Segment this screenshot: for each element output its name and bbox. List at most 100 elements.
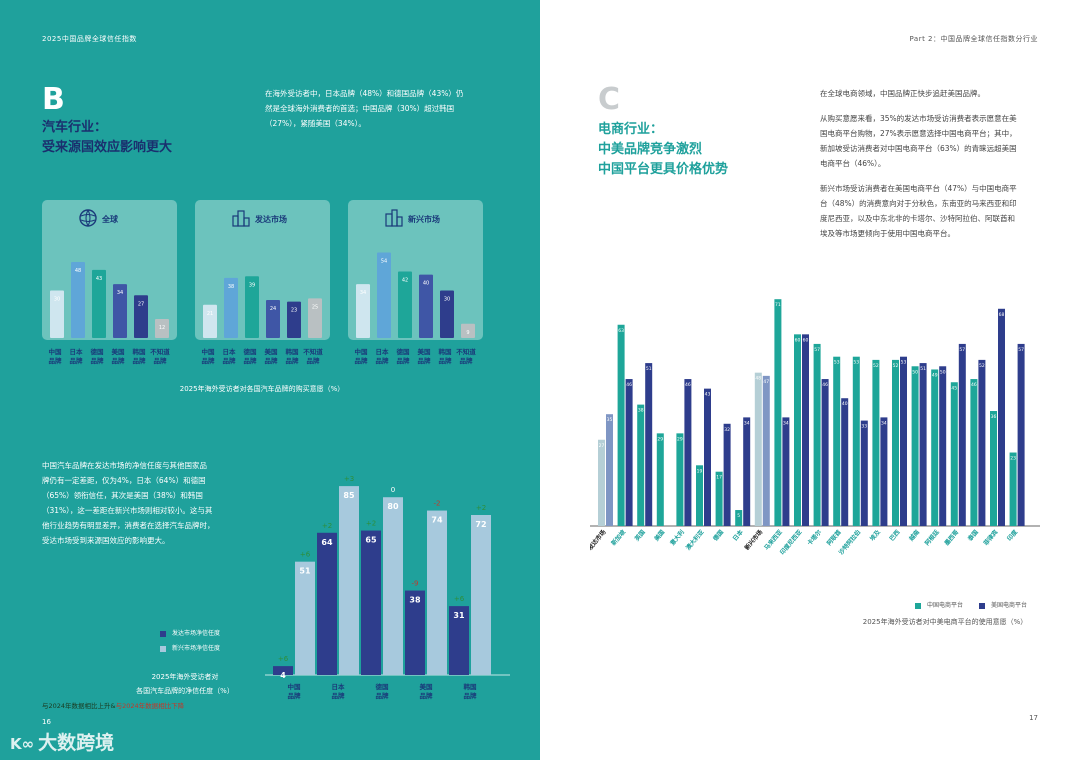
ecommerce-bar	[841, 398, 849, 526]
ecommerce-bar-label: 52	[873, 363, 879, 369]
card-bar-label: 54	[381, 259, 387, 265]
city-icon	[385, 209, 403, 227]
net-trust-change-label: +6	[300, 551, 311, 559]
ecommerce-bar-label: 38	[638, 408, 644, 414]
card-bar-label: 27	[138, 301, 144, 307]
legend-swatch	[160, 645, 166, 652]
ecommerce-bar-label: 52	[893, 363, 899, 369]
net-trust-bar	[449, 606, 469, 675]
ecommerce-bar	[656, 433, 664, 526]
ecommerce-bar	[958, 343, 966, 526]
card-category-label: 日本 品牌	[375, 348, 389, 365]
card-emerging: 新兴市场 34 54 42 40 30 9	[348, 200, 483, 340]
card-chart: 30 48 43 34 27 12	[50, 262, 169, 338]
ecommerce-bar	[676, 433, 684, 526]
text-line: 然是全球海外消费者的首选；中国品牌（30%）超过韩国	[265, 104, 455, 113]
ecommerce-category-label: 德国	[711, 528, 725, 543]
ecommerce-bar	[821, 379, 829, 526]
ecommerce-bar-label: 57	[814, 347, 820, 353]
card-chart: 34 54 42 40 30 9	[356, 252, 475, 338]
ecommerce-chart: 27 35 发达市场 63 46 新加坡 38 51 英国 29 美国 29 46 意大利 19 43 澳大利亚…	[590, 299, 1040, 556]
net-trust-category-label: 韩国	[464, 682, 478, 691]
card-category-label: 韩国 品牌	[132, 348, 146, 365]
section-letter-b: B	[42, 82, 65, 117]
ecommerce-bar-label: 33	[861, 424, 867, 430]
net-trust-category-label: 品牌	[332, 691, 346, 700]
ecommerce-bar-label: 49	[932, 372, 938, 378]
ecommerce-bar-label: 48	[755, 376, 761, 382]
net-trust-bar-label: 31	[453, 611, 465, 620]
net-trust-bar	[383, 497, 403, 675]
text-line: 他行业趋势有明显差异，消费者在选择汽车品牌时，	[42, 521, 215, 530]
text-line: 新加坡受访消费者对中国电商平台（63%）的青睐远超美国	[820, 144, 1017, 153]
chart2-legend: 发达市场净信任度 新兴市场净信任度	[160, 628, 220, 652]
ecommerce-bar-label: 35	[607, 417, 613, 423]
card-category-label: 美国 品牌	[111, 348, 125, 365]
card-category-label: 不知道 品牌	[150, 348, 170, 365]
ecommerce-bar-label: 60	[803, 337, 809, 343]
section-title-line: 中美品牌竞争激烈	[598, 142, 703, 157]
card-bar-label: 30	[444, 297, 450, 303]
left-page: 2025中国品牌全球信任指数 B 汽车行业： 受来源国效应影响更大 在海外受访者…	[0, 0, 540, 760]
ecommerce-bar	[762, 375, 770, 526]
ecommerce-bar	[880, 417, 888, 526]
ecommerce-bar-label: 34	[744, 420, 750, 426]
ecommerce-bar	[617, 324, 625, 526]
ecommerce-bar	[939, 366, 947, 526]
card-bar	[287, 301, 301, 338]
ecommerce-bar-label: 32	[724, 427, 730, 433]
ecommerce-bar	[852, 356, 860, 526]
card-bar-label: 25	[312, 304, 318, 310]
paragraph: 在全球电商领域，中国品牌正快步追赶美国品牌。	[820, 86, 1065, 101]
net-trust-category-label: 德国	[376, 682, 390, 691]
ecommerce-bar	[715, 471, 723, 526]
ecommerce-bar	[735, 510, 743, 526]
text-line: 新兴市场受访消费者在美国电商平台（47%）与中国电商平	[820, 184, 1017, 193]
net-trust-change-label: +3	[344, 475, 354, 483]
ecommerce-bar	[833, 356, 841, 526]
net-trust-bar	[339, 486, 359, 675]
ecommerce-bar-label: 51	[646, 366, 652, 372]
ecommerce-category-label: 泰国	[965, 528, 979, 543]
net-trust-change-label: +2	[366, 520, 376, 528]
text-line: 在海外受访者中，日本品牌（48%）和德国品牌（43%）仍	[265, 89, 464, 98]
ecommerce-category-label: 埃及	[868, 528, 882, 542]
ecommerce-bar	[990, 411, 997, 526]
ecommerce-bar-label: 50	[912, 369, 918, 375]
ecommerce-bar-label: 29	[677, 436, 683, 442]
text-line: 埃及等市场更倾向于使用中国电商平台。	[820, 229, 955, 238]
ecommerce-bar	[950, 382, 958, 526]
net-trust-change-label: +6	[454, 595, 465, 603]
paragraph: 新兴市场受访消费者在美国电商平台（47%）与中国电商平 台（48%）的消费意向对…	[820, 181, 1065, 241]
card-bar	[377, 252, 391, 338]
ecommerce-bar-label: 23	[1010, 456, 1016, 462]
ecommerce-category-label: 卡塔尔	[805, 528, 823, 547]
ecommerce-bar	[625, 379, 633, 526]
ecommerce-category-label: 意大利	[668, 528, 686, 547]
card-bar	[419, 274, 433, 338]
legend-label: 发达市场净信任度	[172, 630, 221, 637]
ecommerce-bar-label: 47	[763, 379, 769, 385]
ecommerce-bar	[637, 404, 645, 526]
ecommerce-bar	[892, 359, 899, 526]
card-bar-label: 43	[96, 276, 102, 282]
ecommerce-bar-label: 46	[822, 382, 828, 388]
page-number-left: 16	[42, 718, 51, 726]
net-trust-change-label: -2	[434, 500, 441, 508]
ecommerce-category-label: 巴西	[888, 528, 902, 542]
card-bar	[92, 269, 106, 338]
ecommerce-bar	[606, 414, 613, 526]
card-bar-label: 30	[54, 297, 60, 303]
ecommerce-legend: 中国电商平台 美国电商平台	[915, 600, 1027, 609]
ecommerce-category-label: 日本	[731, 527, 745, 542]
net-trust-bar	[273, 666, 293, 675]
ecommerce-category-label: 发达市场	[590, 528, 608, 552]
text-line: 受达市场受到来源国效应的影响更大。	[42, 536, 170, 545]
section-title-line: 中国平台更具价格优势	[598, 162, 729, 177]
ecommerce-bar-label: 68	[999, 312, 1005, 318]
section-title-line: 受来源国效应影响更大	[42, 140, 173, 155]
ecommerce-category-label: 美国	[652, 528, 666, 543]
card-category-label: 美国 品牌	[417, 348, 431, 365]
ecommerce-text: 在全球电商领域，中国品牌正快步追赶美国品牌。 从购买意愿来看，35%的发达市场受…	[820, 86, 1065, 241]
ecommerce-bar-label: 19	[697, 468, 703, 474]
